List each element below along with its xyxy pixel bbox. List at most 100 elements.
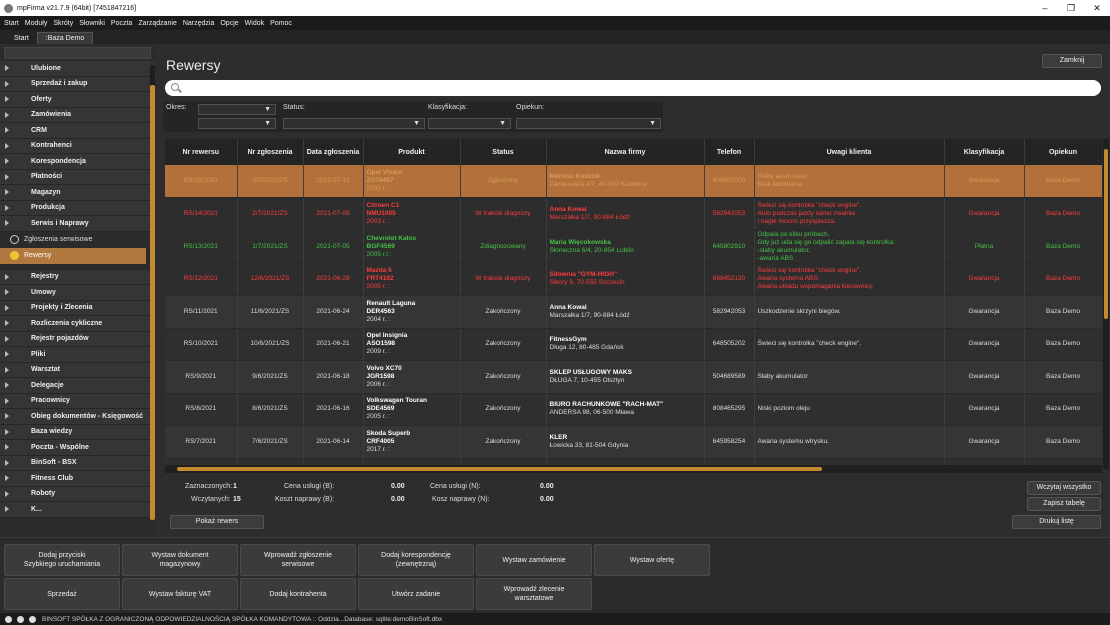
menu-slowniki[interactable]: Słowniki [79,19,105,27]
cena-n-value: 0.00 [540,483,554,490]
chevron-down-icon: ▼ [264,106,271,113]
okres-select-2[interactable]: ▼ [198,118,276,129]
zapisz-tabele-button[interactable]: Zapisz tabelę [1027,497,1101,511]
window-title: mpFirma v21.7.9 (64bit) [7451847216] [17,4,137,12]
table-row[interactable]: RS/14/2021 2/7/2021/ZS 2021-07-09 Citroen C… [165,197,1102,231]
opiekun-select[interactable]: ▼ [516,118,661,129]
sidebar-item-rozliczenia-cykliczne[interactable]: Rozliczenia cykliczne [0,316,155,332]
sidebar-item-k[interactable]: K... [0,502,155,518]
sidebar-item-serwis-i-naprawy[interactable]: Serwis i Naprawy [0,216,155,232]
column-header-nr-rewersu[interactable]: Nr rewersu [165,139,238,165]
sidebar-item-kontrahenci[interactable]: Kontrahenci [0,138,155,154]
sidebar-scrollbar[interactable] [150,65,155,520]
sidebar-item-label: Projekty i Zlecenia [31,304,93,312]
tab-baza-demo[interactable]: :Baza Demo [36,32,94,44]
sidebar-item-warsztat[interactable]: Warsztat [0,362,155,378]
column-header-uwagi-klienta[interactable]: Uwagi klienta [754,139,945,165]
column-header-nr-zgloszenia[interactable]: Nr zgłoszenia [237,139,304,165]
cell-klasyfikacja: Gwarancja [944,360,1025,394]
restore-icon[interactable]: ❐ [1066,2,1076,13]
pokaz-rewers-button[interactable]: Pokaż rewers [170,515,264,529]
menu-skroty[interactable]: Skróty [53,19,74,27]
sidebar-item-obieg-dokumentow-ksiegowosc[interactable]: Obieg dokumentów - Księgowość [0,409,155,425]
close-button[interactable]: Zamknij [1042,54,1102,68]
sidebar-item-umowy[interactable]: Umowy [0,285,155,301]
column-header-status[interactable]: Status [460,139,547,165]
sidebar-item-projekty-i-zlecenia[interactable]: Projekty i Zlecenia [0,300,155,316]
menu-moduly[interactable]: Moduły [24,19,48,27]
sidebar-item-zgloszenia-serwisowe[interactable]: Zgłoszenia serwisowe [0,232,155,248]
sidebar-item-zamowienia[interactable]: Zamówienia [0,107,155,123]
close-window-icon[interactable]: ✕ [1093,2,1101,13]
menu-start[interactable]: Start [4,19,19,27]
sidebar-sub-label: Rewersy [24,252,52,259]
sidebar-item-binsoft-bsx[interactable]: BinSoft - BSX [0,455,155,471]
wczytaj-wszystko-button[interactable]: Wczytaj wszystko [1027,481,1101,495]
sidebar-item-magazyn[interactable]: Magazyn [0,185,155,201]
table-row[interactable]: Citroen Berlingo [165,458,1102,469]
quick-wprowadz-zlecenie[interactable]: Wprowadź zlecenie warsztatowe [476,578,592,610]
cell-status: Zgłoszony [460,165,547,198]
column-header-klasyfikacja[interactable]: Klasyfikacja [944,139,1025,165]
table-horizontal-scrollbar[interactable] [165,465,1102,473]
table-row[interactable]: RS/10/2021 10/6/2021/ZS 2021-06-21 Opel Ins… [165,328,1102,361]
status-select[interactable]: ▼ [283,118,425,129]
column-header-opiekun[interactable]: Opiekun [1024,139,1102,165]
sidebar-item-roboty[interactable]: Roboty [0,486,155,502]
sidebar-item-fitness-club[interactable]: Fitness Club [0,471,155,487]
quick-wystaw-fakture[interactable]: Wystaw fakturę VAT [122,578,238,610]
menu-opcje[interactable]: Opcje [220,19,239,27]
table-row[interactable]: RS/9/2021 9/6/2021/ZS 2021-06-18 Volvo XC70… [165,360,1102,394]
sidebar-item-baza-wiedzy[interactable]: Baza wiedzy [0,424,155,440]
menu-poczta[interactable]: Poczta [110,19,133,27]
table-row[interactable]: RS/13/2021 1/7/2021/ZS 2021-07-05 Chevrolet… [165,230,1102,264]
quick-utworz-zadanie[interactable]: Utwórz zadanie [358,578,474,610]
sidebar-item-korespondencja[interactable]: Korespondencja [0,154,155,170]
sidebar-item-oferty[interactable]: Oferty [0,92,155,108]
menu-widok[interactable]: Widok [244,19,265,27]
sidebar-item-poczta-wspolne[interactable]: Poczta - Wspólne [0,440,155,456]
minimize-icon[interactable]: – [1042,2,1048,13]
table-row[interactable]: RS/11/2021 11/6/2021/ZS 2021-06-24 Renault … [165,295,1102,329]
table-row[interactable]: RS/8/2021 8/6/2021/ZS 2021-06-16 Volkswagen… [165,393,1102,426]
sidebar-item-crm[interactable]: CRM [0,123,155,139]
drukuj-liste-button[interactable]: Drukuj listę [1012,515,1101,529]
tab-start[interactable]: Start [14,35,29,42]
okres-select[interactable]: ▼ [198,104,276,115]
quick-wprowadz-zgloszenie[interactable]: Wprowadź zgłoszenie serwisowe [240,544,356,576]
menu-narzedzia[interactable]: Narzędzia [182,19,215,27]
sidebar-item-pliki[interactable]: Pliki [0,347,155,363]
sidebar-item-ulubione[interactable]: Ulubione [0,61,155,77]
quick-wystaw-oferte[interactable]: Wystaw ofertę [594,544,710,576]
quick-dodaj-korespondencje[interactable]: Dodaj korespondencję (zewnętrzną) [358,544,474,576]
menu-zarzadzanie[interactable]: Zarządzanie [138,19,177,27]
quick-sprzedaz[interactable]: Sprzedaż [4,578,120,610]
klasyfikacja-select[interactable]: ▼ [428,118,511,129]
sidebar-item-delegacje[interactable]: Delegacje [0,378,155,394]
menu-pomoc[interactable]: Pomoc [270,19,292,27]
sidebar-filter[interactable] [4,47,151,59]
quick-wystaw-dokument[interactable]: Wystaw dokument magazynowy [122,544,238,576]
sidebar-item-rejestry[interactable]: Rejestry [0,269,155,285]
column-header-produkt[interactable]: Produkt [363,139,461,165]
search-input[interactable] [187,81,1087,95]
table-vertical-scrollbar[interactable] [1103,139,1109,469]
table-row[interactable]: RS/15/2021 3/7/2021/ZS 2021-07-12 Opel Viva… [165,165,1102,198]
table-row[interactable]: RS/7/2021 7/6/2021/ZS 2021-06-14 Skoda Supe… [165,425,1102,459]
sidebar-item-platnosci[interactable]: Płatności [0,169,155,185]
sidebar-item-rejestr-pojazdow[interactable]: Rejestr pojazdów [0,331,155,347]
quick-dodaj-kontrahenta[interactable]: Dodaj kontrahenta [240,578,356,610]
sidebar-item-pracownicy[interactable]: Pracownicy [0,393,155,409]
column-header-data-zgloszenia[interactable]: Data zgłoszenia [303,139,364,165]
column-header-telefon[interactable]: Telefon [704,139,755,165]
sidebar-item-rewersy[interactable]: Rewersy [0,247,146,264]
quick-dodaj-przyciski[interactable]: Dodaj przyciski Szybkiego uruchamiania [4,544,120,576]
column-header-nazwa-firmy[interactable]: Nazwa firmy [546,139,705,165]
quick-wystaw-zamowienie[interactable]: Wystaw zamówienie [476,544,592,576]
search-bar[interactable] [165,80,1101,96]
sidebar-item-produkcja[interactable]: Produkcja [0,200,155,216]
produkt-line: SDE4569 [366,405,395,413]
service-gear-icon [10,234,19,244]
sidebar-item-sprzedaz-i-zakup[interactable]: Sprzedaż i zakup [0,76,155,92]
